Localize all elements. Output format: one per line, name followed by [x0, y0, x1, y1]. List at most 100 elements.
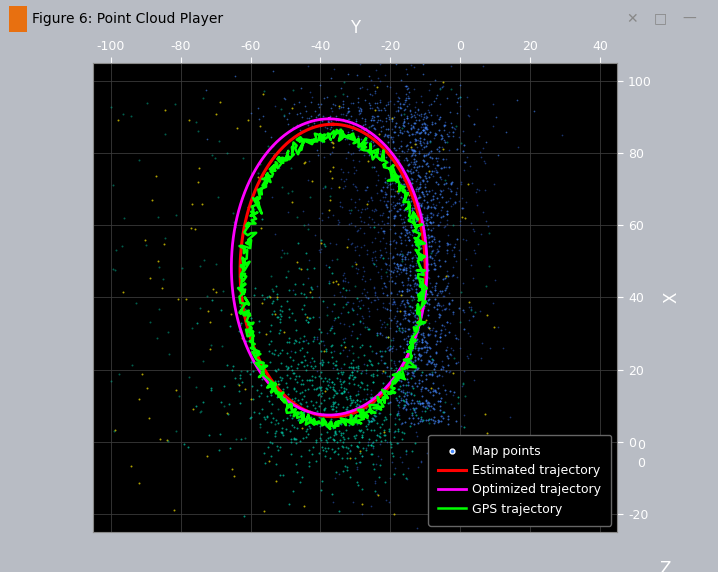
Point: [407, 413, 419, 422]
Point: [387, 135, 398, 144]
Point: [420, 263, 432, 272]
Point: [328, 64, 340, 73]
Point: [400, 263, 411, 272]
Point: [401, 229, 413, 238]
Point: [374, 147, 386, 156]
Point: [429, 250, 441, 259]
Point: [383, 269, 395, 278]
Point: [353, 98, 364, 107]
Point: [487, 299, 498, 308]
Point: [419, 216, 430, 225]
Point: [398, 205, 410, 214]
Point: [370, 262, 382, 271]
Point: [396, 252, 407, 261]
Point: [392, 182, 404, 191]
Point: [326, 323, 337, 332]
Point: [292, 467, 303, 476]
Point: [378, 302, 389, 311]
Point: [297, 279, 309, 288]
Point: [384, 225, 396, 234]
Point: [404, 185, 415, 194]
Point: [258, 89, 269, 98]
Point: [416, 201, 427, 210]
Point: [407, 404, 419, 413]
Point: [248, 204, 259, 213]
Point: [356, 204, 368, 213]
Point: [420, 150, 432, 160]
Point: [294, 345, 306, 355]
Point: [317, 111, 329, 120]
Point: [340, 342, 351, 351]
Point: [408, 118, 419, 128]
Point: [330, 388, 342, 397]
Point: [394, 382, 406, 391]
Point: [282, 189, 294, 198]
Point: [401, 474, 413, 483]
Point: [383, 427, 394, 436]
Point: [343, 107, 355, 116]
Point: [421, 396, 432, 405]
Point: [408, 155, 419, 164]
Point: [409, 355, 421, 364]
Point: [396, 255, 408, 264]
Point: [419, 225, 430, 235]
Point: [400, 474, 411, 483]
Point: [302, 317, 314, 327]
Point: [415, 387, 426, 396]
Point: [405, 223, 416, 232]
Point: [202, 307, 214, 316]
Point: [397, 196, 409, 205]
Point: [164, 349, 175, 359]
Point: [322, 422, 334, 431]
Point: [418, 331, 429, 340]
Point: [444, 387, 456, 396]
Point: [337, 183, 349, 192]
Point: [153, 263, 164, 272]
Point: [144, 318, 156, 327]
Point: [370, 66, 382, 75]
Point: [343, 285, 355, 295]
Point: [427, 209, 439, 219]
Point: [409, 200, 420, 209]
Point: [325, 239, 336, 248]
Point: [391, 394, 402, 403]
Point: [434, 397, 446, 406]
Point: [373, 388, 385, 397]
Point: [388, 265, 399, 274]
Point: [271, 295, 283, 304]
Point: [406, 216, 417, 225]
Point: [302, 120, 313, 129]
Point: [386, 205, 397, 214]
Point: [387, 295, 398, 304]
Point: [406, 419, 417, 428]
Point: [354, 396, 365, 406]
Point: [410, 252, 421, 261]
Point: [305, 397, 317, 406]
Point: [370, 255, 381, 264]
Point: [349, 373, 360, 382]
Point: [329, 436, 340, 445]
Point: [399, 313, 411, 323]
Point: [402, 118, 414, 128]
Point: [395, 110, 406, 120]
Point: [454, 221, 466, 230]
Point: [360, 422, 372, 431]
Point: [424, 351, 435, 360]
Point: [276, 424, 288, 433]
Point: [364, 400, 376, 409]
Point: [424, 406, 435, 415]
Point: [327, 278, 339, 287]
Point: [409, 162, 420, 172]
Point: [421, 398, 433, 407]
Point: [422, 230, 434, 239]
Point: [403, 228, 414, 237]
Point: [261, 392, 273, 401]
Point: [335, 102, 347, 112]
Point: [360, 185, 371, 194]
Point: [194, 164, 205, 173]
Point: [383, 265, 395, 274]
Point: [335, 109, 346, 118]
Point: [251, 386, 263, 395]
Point: [359, 218, 370, 227]
Point: [402, 324, 414, 333]
